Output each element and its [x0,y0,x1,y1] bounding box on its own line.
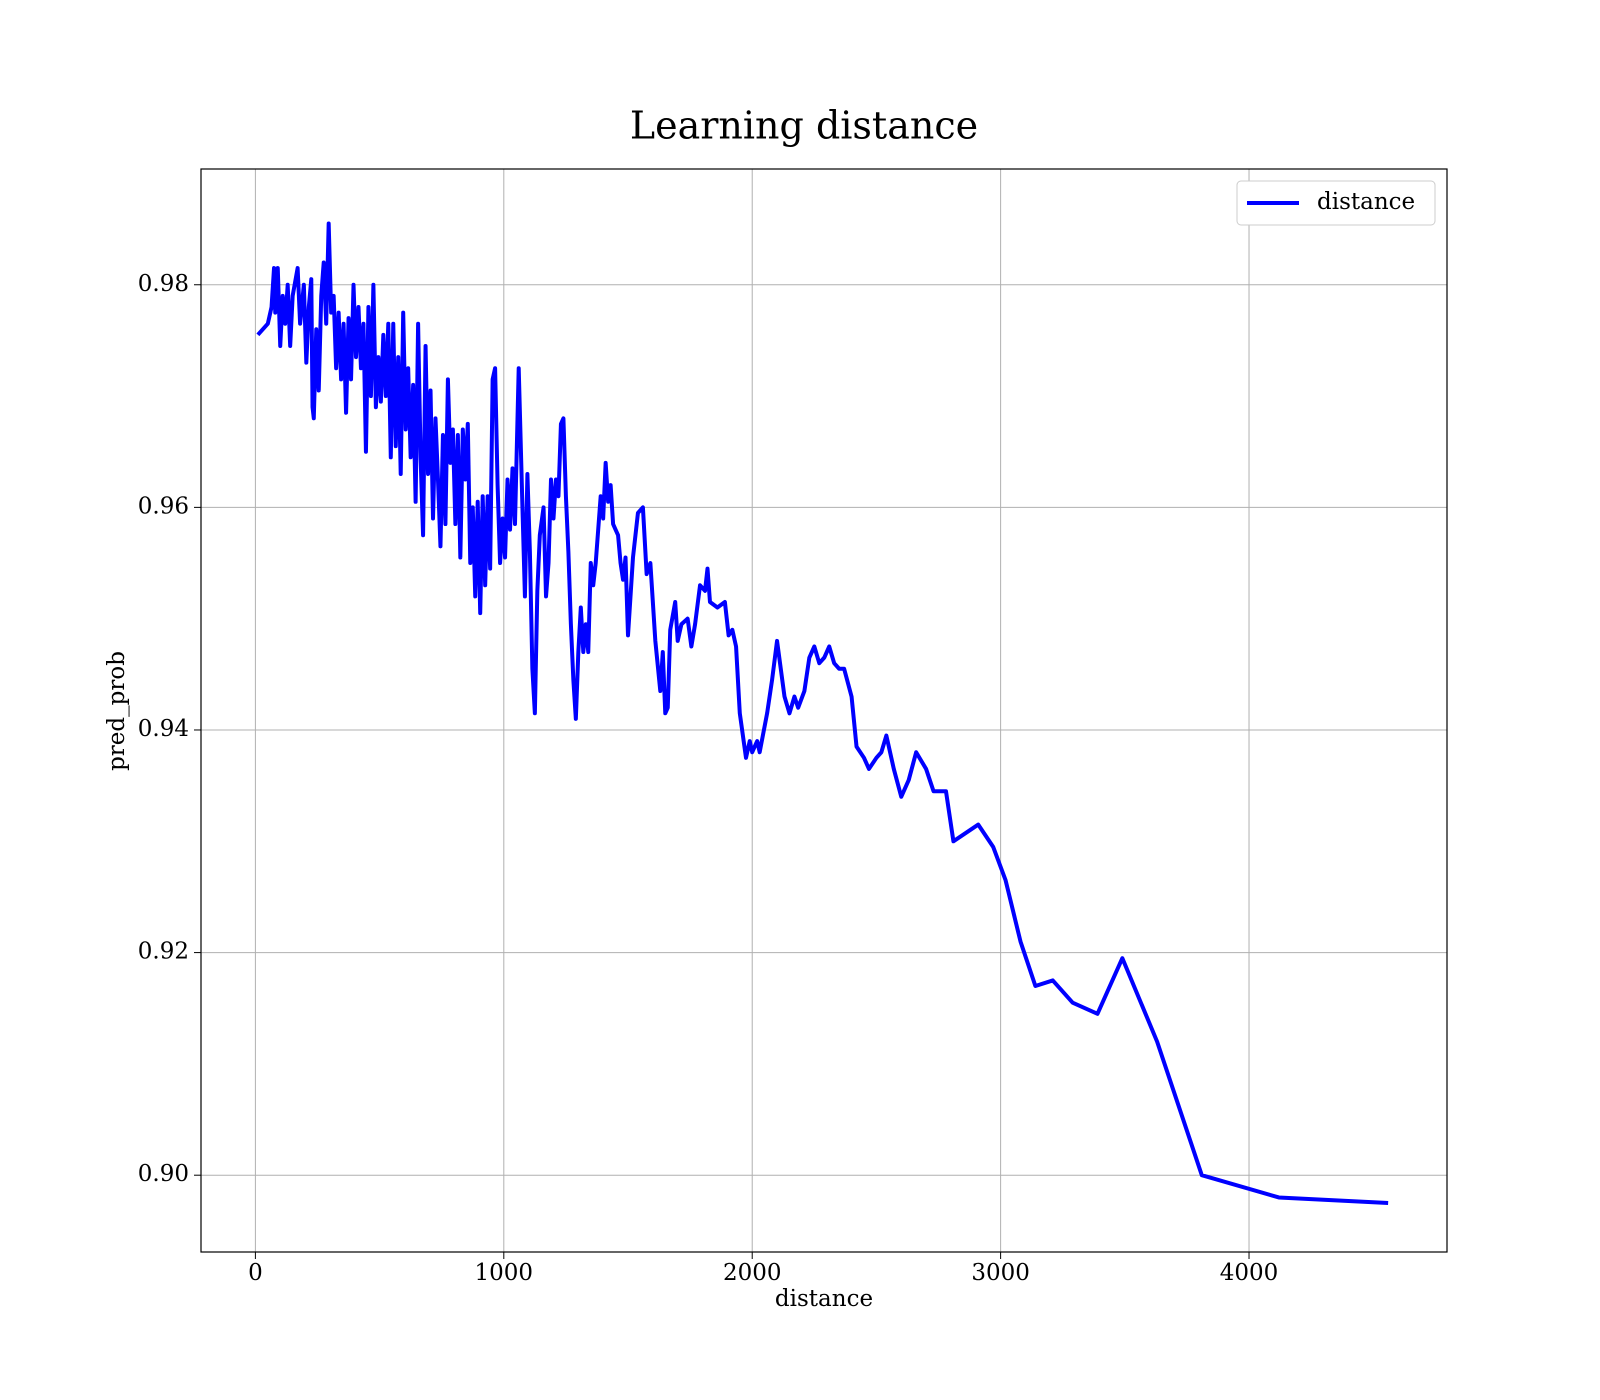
x-tick-label: 1000 [475,1260,534,1286]
x-tick-label: 3000 [971,1260,1030,1286]
y-tick-label: 0.98 [138,271,189,297]
chart-title: Learning distance [630,104,978,148]
y-tick-label: 0.94 [138,716,189,742]
x-tick-label: 4000 [1220,1260,1279,1286]
legend-label: distance [1317,189,1415,215]
y-axis-label: pred_prob [104,651,130,771]
plot-frame [200,168,1448,1253]
x-tick-label: 2000 [723,1260,782,1286]
x-tick-label: 0 [248,1260,263,1286]
y-tick-label: 0.96 [138,493,189,519]
data-line [256,221,1389,1206]
y-tick-label: 0.90 [138,1161,189,1187]
y-tick-label: 0.92 [138,939,189,965]
x-axis-label: distance [775,1286,873,1312]
legend-box [1236,180,1436,226]
